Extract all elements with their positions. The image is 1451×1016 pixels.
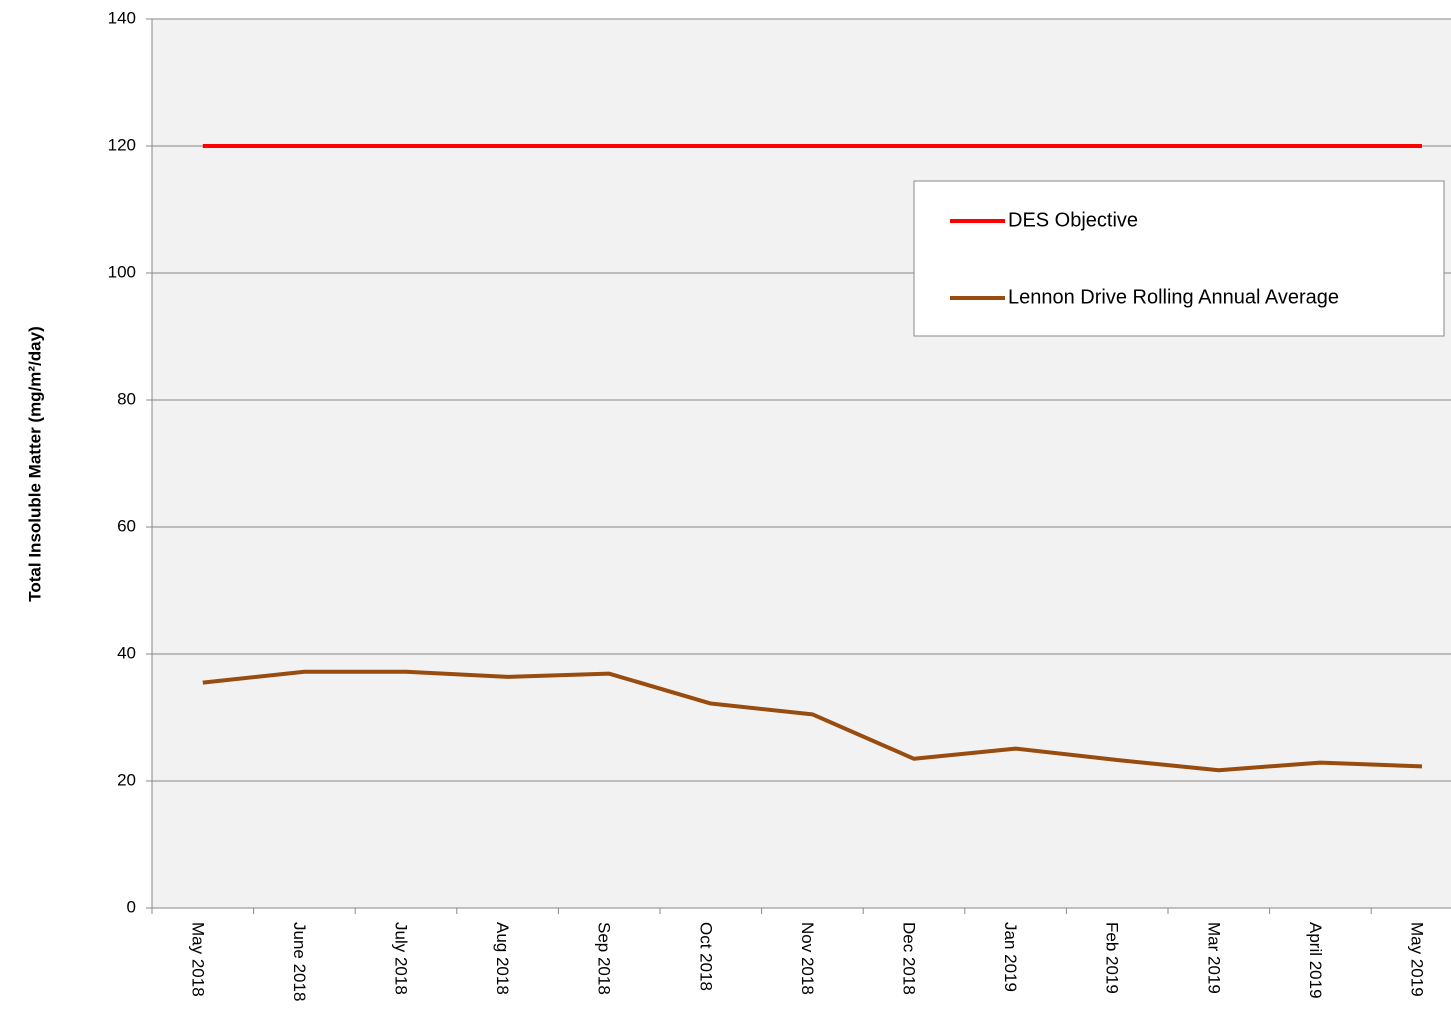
plot-area: [152, 19, 1451, 908]
y-tick-label: 40: [117, 643, 136, 662]
x-tick-label: Feb 2019: [1103, 922, 1122, 994]
y-tick-label: 60: [117, 516, 136, 535]
y-tick-label: 80: [117, 389, 136, 408]
x-tick-label: May 2018: [188, 922, 207, 997]
y-axis-label: Total Insoluble Matter (mg/m²/day): [25, 326, 44, 601]
x-tick-label: Jan 2019: [1001, 922, 1020, 992]
y-tick-label: 120: [108, 135, 136, 154]
legend-label: DES Objective: [1008, 209, 1138, 231]
x-tick-label: Oct 2018: [696, 922, 715, 991]
y-tick-label: 20: [117, 770, 136, 789]
x-tick-label: Sep 2018: [595, 922, 614, 995]
x-tick-label: April 2019: [1306, 922, 1325, 999]
x-tick-label: July 2018: [392, 922, 411, 995]
x-tick-label: Dec 2018: [900, 922, 919, 995]
x-tick-label: May 2019: [1408, 922, 1427, 997]
x-tick-label: June 2018: [290, 922, 309, 1001]
y-tick-label: 140: [108, 8, 136, 27]
y-tick-label: 0: [127, 897, 136, 916]
y-tick-label: 100: [108, 262, 136, 281]
series-line: [202, 669, 1423, 773]
x-tick-label: Mar 2019: [1204, 922, 1223, 994]
legend-label: Lennon Drive Rolling Annual Average: [1008, 286, 1339, 308]
x-tick-label: Aug 2018: [493, 922, 512, 995]
legend-box: [913, 180, 1445, 337]
x-tick-label: Nov 2018: [798, 922, 817, 995]
